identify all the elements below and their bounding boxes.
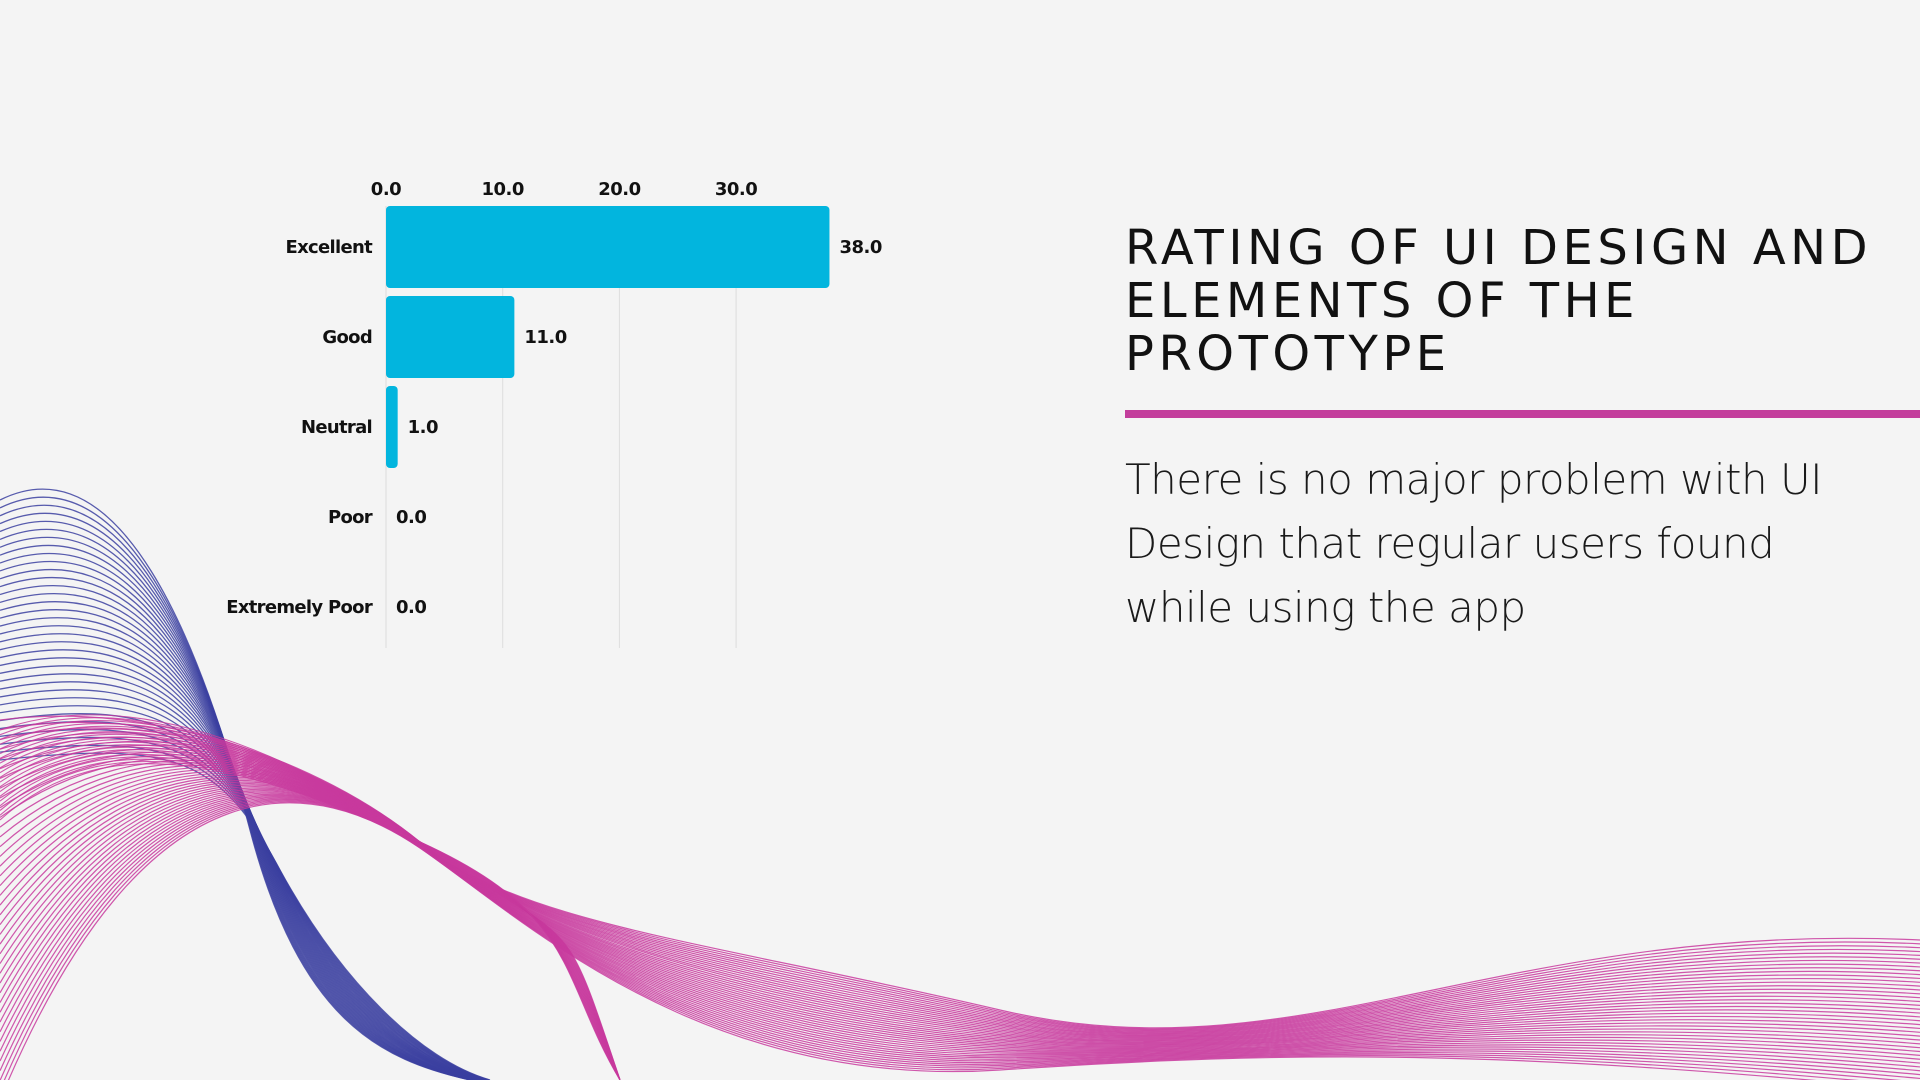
- wave-line: [0, 792, 1920, 1057]
- value-label: 1.0: [408, 417, 438, 438]
- value-label: 11.0: [524, 327, 566, 348]
- wave-line: [0, 780, 1920, 1047]
- wave-line: [0, 793, 1920, 1060]
- x-tick-label: 0.0: [371, 179, 401, 200]
- slide-description: There is no major problem with UI Design…: [1125, 455, 1823, 632]
- bar: [386, 206, 830, 288]
- wave-line: [0, 763, 621, 1080]
- wave-line: [0, 795, 1920, 1068]
- rating-bar-chart: 0.0 10.0 20.0 30.0 Excellent 38.0 Good 11.0 Neut…: [226, 179, 882, 648]
- wave-line: [0, 714, 621, 1080]
- wave-line: [0, 633, 482, 1080]
- wave-line: [0, 785, 1920, 1051]
- wave-line: [0, 799, 1920, 1080]
- value-label: 38.0: [839, 237, 881, 258]
- category-label: Poor: [328, 507, 373, 528]
- value-label: 0.0: [396, 507, 426, 528]
- category-label: Neutral: [301, 417, 372, 438]
- wave-line: [0, 798, 1920, 1076]
- wave-line: [0, 741, 1920, 1033]
- wave-line: [0, 772, 1920, 1044]
- wave-line: [0, 781, 1920, 1048]
- bar: [386, 386, 398, 468]
- wave-line: [0, 715, 1920, 1029]
- wave-line: [0, 788, 1920, 1053]
- wave-line: [0, 754, 1920, 1037]
- wave-line: [8, 802, 1817, 1080]
- category-label: Good: [322, 327, 372, 348]
- category-label: Extremely Poor: [226, 597, 373, 618]
- wave-line: [0, 794, 1920, 1064]
- wave-line: [0, 784, 1920, 1050]
- title-underline: [1125, 410, 1920, 418]
- slide-title: RATING OF UI DESIGN AND ELEMENTS OF THE …: [1125, 220, 1873, 382]
- wave-line: [0, 787, 1920, 1052]
- wave-line: [0, 657, 483, 1080]
- wave-line: [0, 790, 1920, 1055]
- wave-line: [0, 791, 1920, 1056]
- x-tick-label: 30.0: [715, 179, 757, 200]
- wave-line: [0, 797, 1920, 1072]
- value-label: 0.0: [396, 597, 426, 618]
- wave-line: [0, 757, 1920, 1038]
- x-tick-label: 10.0: [481, 179, 523, 200]
- bar: [386, 296, 515, 378]
- category-label: Excellent: [286, 237, 374, 258]
- wave-line: [0, 783, 1920, 1049]
- wave-line: [0, 641, 482, 1080]
- x-tick-label: 20.0: [598, 179, 640, 200]
- wave-line: [0, 800, 1902, 1080]
- wave-line: [3, 801, 1859, 1080]
